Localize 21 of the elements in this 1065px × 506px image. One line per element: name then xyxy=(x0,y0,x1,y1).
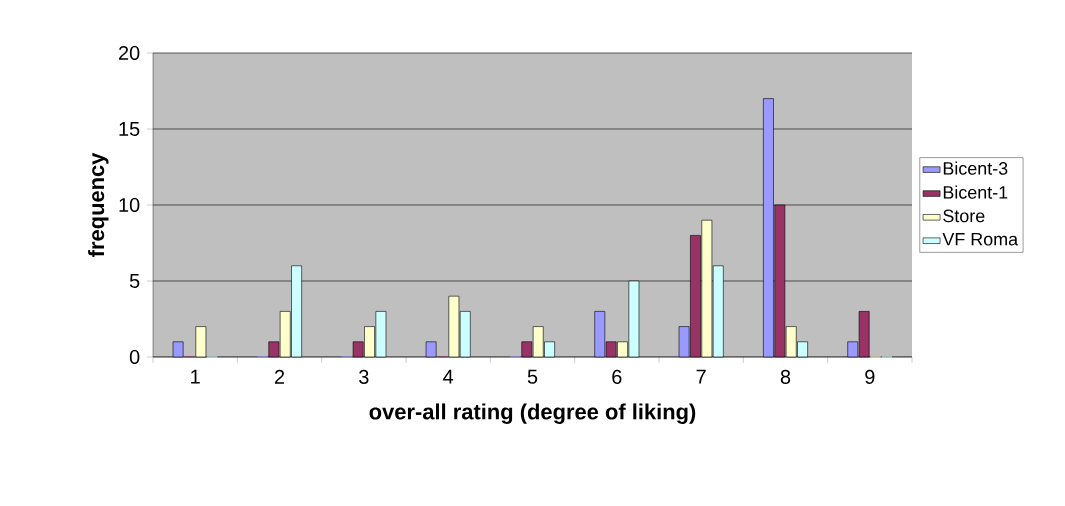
y-tick-label: 0 xyxy=(129,349,140,365)
bar xyxy=(195,326,207,358)
x-tick-label: 5 xyxy=(527,369,538,384)
x-tick-label: 9 xyxy=(865,369,875,384)
x-tick-label: 7 xyxy=(696,369,706,384)
x-tick-label: 8 xyxy=(780,369,791,384)
x-tick-label: 2 xyxy=(274,369,285,384)
x-tick-label: 6 xyxy=(612,369,622,384)
x-tick-label: 1 xyxy=(191,369,200,384)
y-tick-label: 20 xyxy=(119,45,140,61)
legend-label: Bicent-1 xyxy=(943,185,1008,199)
y-axis-title: frequency xyxy=(88,152,109,257)
x-tick-label: 3 xyxy=(359,369,369,384)
legend-label: VF Roma xyxy=(942,233,1019,246)
legend-label: Store xyxy=(943,209,985,223)
legend-label: Bicent-3 xyxy=(943,161,1008,175)
y-tick-label: 15 xyxy=(119,122,140,136)
x-tick-label: 4 xyxy=(443,369,454,384)
y-tick-label: 10 xyxy=(119,197,140,213)
y-tick-label: 5 xyxy=(129,274,140,288)
x-axis-title: over-all rating (degree of liking) xyxy=(369,403,696,424)
